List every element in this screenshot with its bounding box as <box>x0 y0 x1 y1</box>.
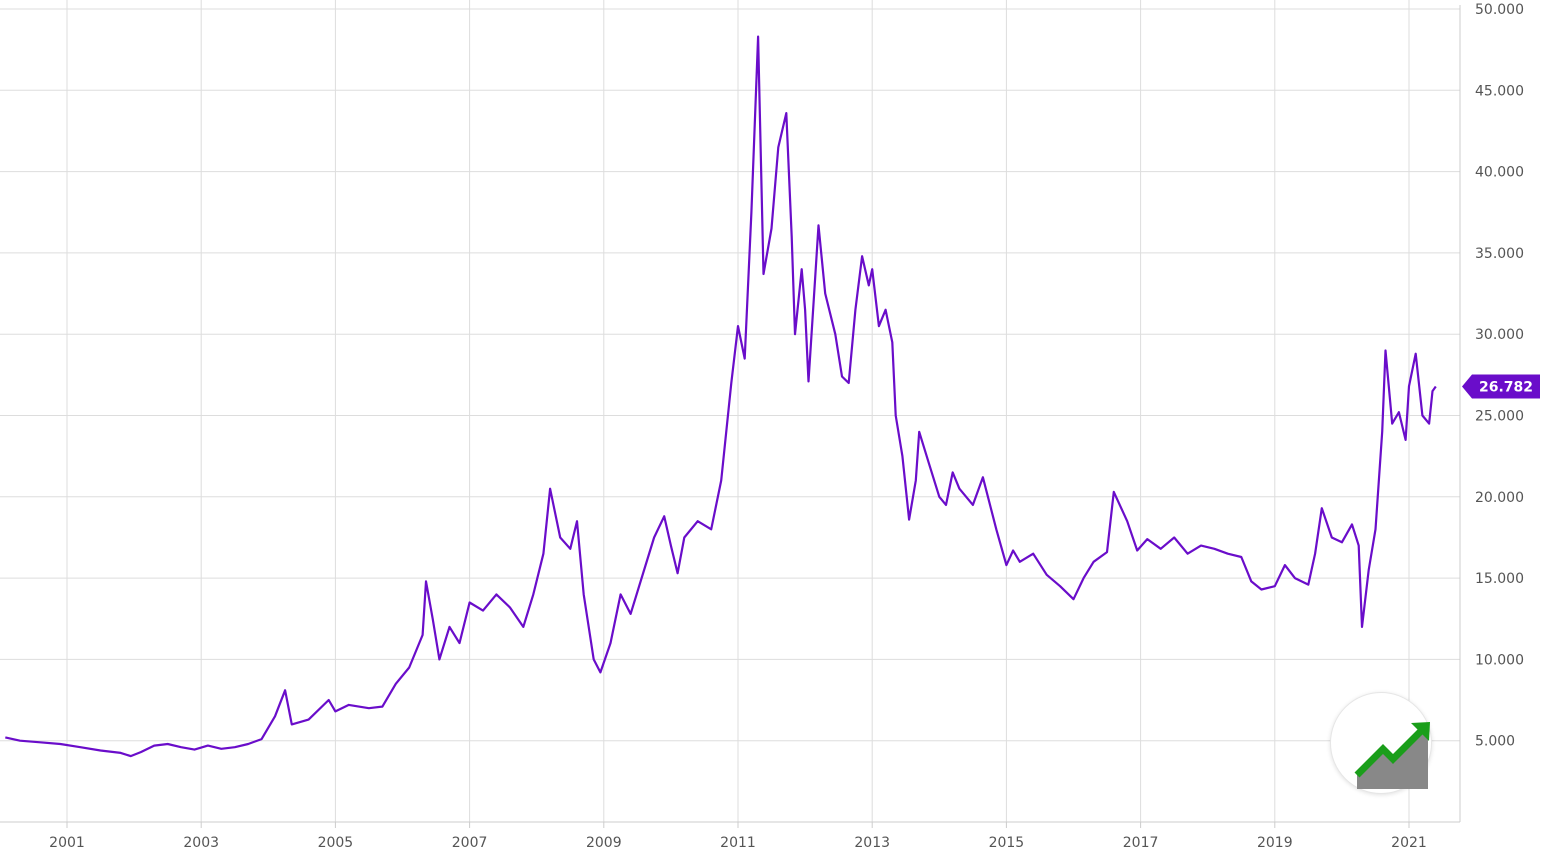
x-tick-label: 2007 <box>452 835 488 851</box>
last-value-label: 26.782 <box>1479 380 1533 396</box>
x-tick-label: 2017 <box>1123 835 1159 851</box>
y-tick-label: 15.000 <box>1475 571 1524 587</box>
y-tick-label: 35.000 <box>1475 246 1524 262</box>
x-tick-label: 2013 <box>854 835 890 851</box>
last-value-tag: 26.782 <box>1462 374 1540 399</box>
vertical-grid <box>66 0 1410 828</box>
x-axis-tick-labels: 2001 2003 2005 2007 2009 2011 2013 2015 2017 2019… <box>49 835 1427 851</box>
x-tick-label: 2003 <box>183 835 219 851</box>
y-tick-label: 40.000 <box>1475 165 1524 181</box>
trend-up-icon <box>1354 722 1430 789</box>
x-tick-label: 2001 <box>49 835 85 851</box>
y-tick-label: 30.000 <box>1475 327 1524 343</box>
y-tick-label: 20.000 <box>1475 490 1524 506</box>
x-tick-label: 2021 <box>1391 835 1427 851</box>
x-tick-label: 2011 <box>720 835 756 851</box>
last-value-badge <box>1462 374 1540 399</box>
x-tick-label: 2019 <box>1257 835 1293 851</box>
y-tick-label: 25.000 <box>1475 409 1524 425</box>
x-tick-label: 2015 <box>989 835 1025 851</box>
series-layer <box>5 35 1437 758</box>
y-tick-label: 50.000 <box>1475 2 1524 18</box>
y-tick-label: 5.000 <box>1475 734 1515 750</box>
brand-logo <box>1330 692 1432 794</box>
x-tick-label: 2005 <box>318 835 354 851</box>
horizontal-grid <box>0 8 1460 742</box>
x-tick-label: 2009 <box>586 835 622 851</box>
series-line <box>5 35 1437 758</box>
y-axis-tick-labels: 5.000 10.000 15.000 20.000 25.000 30.000 35.00… <box>1475 2 1524 750</box>
y-tick-label: 10.000 <box>1475 652 1524 668</box>
y-tick-label: 45.000 <box>1475 83 1524 99</box>
